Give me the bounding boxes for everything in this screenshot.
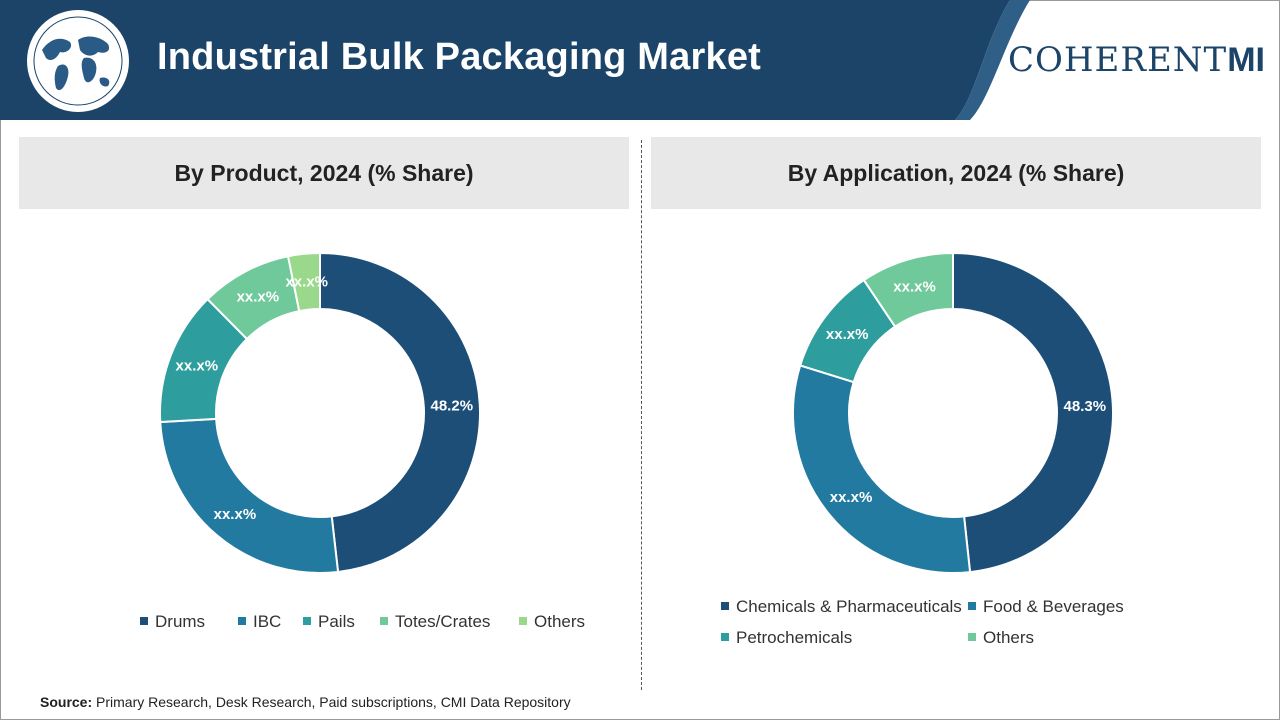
header-background xyxy=(0,0,1030,120)
application-slice-food-beverages xyxy=(792,364,972,574)
legend-label: Others xyxy=(534,612,586,631)
application-data-label: 48.3% xyxy=(1064,398,1107,415)
product-slice-drums xyxy=(319,251,481,574)
product-data-label: xx.x% xyxy=(237,289,280,306)
product-legend-item: Pails xyxy=(303,612,355,632)
application-data-label: xx.x% xyxy=(830,489,873,506)
legend-swatch xyxy=(140,616,148,625)
legend-label: Totes/Crates xyxy=(395,612,491,631)
application-slice-others xyxy=(862,251,954,329)
legend-swatch xyxy=(721,632,729,641)
application-donut-chart: 48.3% xx.x% xx.x% xx.x% xyxy=(792,251,1114,574)
product-data-label: xx.x% xyxy=(285,274,328,291)
legend-swatch xyxy=(968,601,976,610)
legend-swatch xyxy=(519,616,527,625)
application-slice-chemicals-pharmaceuticals xyxy=(952,251,1114,574)
globe-icon xyxy=(27,10,129,112)
logo-text: COHERENT xyxy=(1008,40,1228,80)
legend-label: Food & Beverages xyxy=(983,597,1124,616)
application-legend-item: Food & Beverages xyxy=(968,597,1124,617)
source-text: Primary Research, Desk Research, Paid su… xyxy=(96,694,571,710)
application-chart-title: By Application, 2024 (% Share) xyxy=(651,137,1261,209)
legend-label: Chemicals & Pharmaceuticals xyxy=(736,597,962,616)
product-data-label: 48.2% xyxy=(431,398,474,415)
application-data-label: xx.x% xyxy=(826,326,869,343)
legend-swatch xyxy=(380,616,388,625)
product-slice-ibc xyxy=(159,417,340,574)
logo-suffix: MI xyxy=(1227,41,1265,79)
product-slice-others xyxy=(286,251,321,313)
header-banner: Industrial Bulk Packaging Market COHEREN… xyxy=(0,0,1280,120)
product-data-label: xx.x% xyxy=(176,358,219,375)
product-legend-item: Totes/Crates xyxy=(380,612,490,632)
panel-divider xyxy=(641,140,642,690)
product-chart-title: By Product, 2024 (% Share) xyxy=(19,137,629,209)
legend-label: Drums xyxy=(155,612,206,631)
product-donut-chart: 48.2% xx.x% xx.x% xx.x% xx.x% xyxy=(159,251,481,574)
application-legend-item: Chemicals & Pharmaceuticals xyxy=(721,597,962,617)
application-data-label: xx.x% xyxy=(893,279,936,296)
product-data-label: xx.x% xyxy=(214,506,257,523)
coherent-mi-logo: COHERENTMI xyxy=(1008,40,1265,80)
legend-label: Pails xyxy=(318,612,355,631)
legend-swatch xyxy=(303,616,311,625)
product-legend-item: Others xyxy=(519,612,585,632)
source-label: Source: xyxy=(40,694,93,710)
page-title: Industrial Bulk Packaging Market xyxy=(157,36,762,78)
product-legend-item: IBC xyxy=(238,612,281,632)
application-legend-item: Petrochemicals xyxy=(721,628,852,648)
legend-swatch xyxy=(721,601,729,610)
legend-swatch xyxy=(968,632,976,641)
legend-label: Petrochemicals xyxy=(736,628,853,647)
product-legend-item: Drums xyxy=(140,612,205,632)
application-legend-item: Others xyxy=(968,628,1034,648)
legend-label: IBC xyxy=(253,612,282,631)
legend-label: Others xyxy=(983,628,1035,647)
source-note: Source: Primary Research, Desk Research,… xyxy=(40,694,571,710)
legend-swatch xyxy=(238,616,246,625)
